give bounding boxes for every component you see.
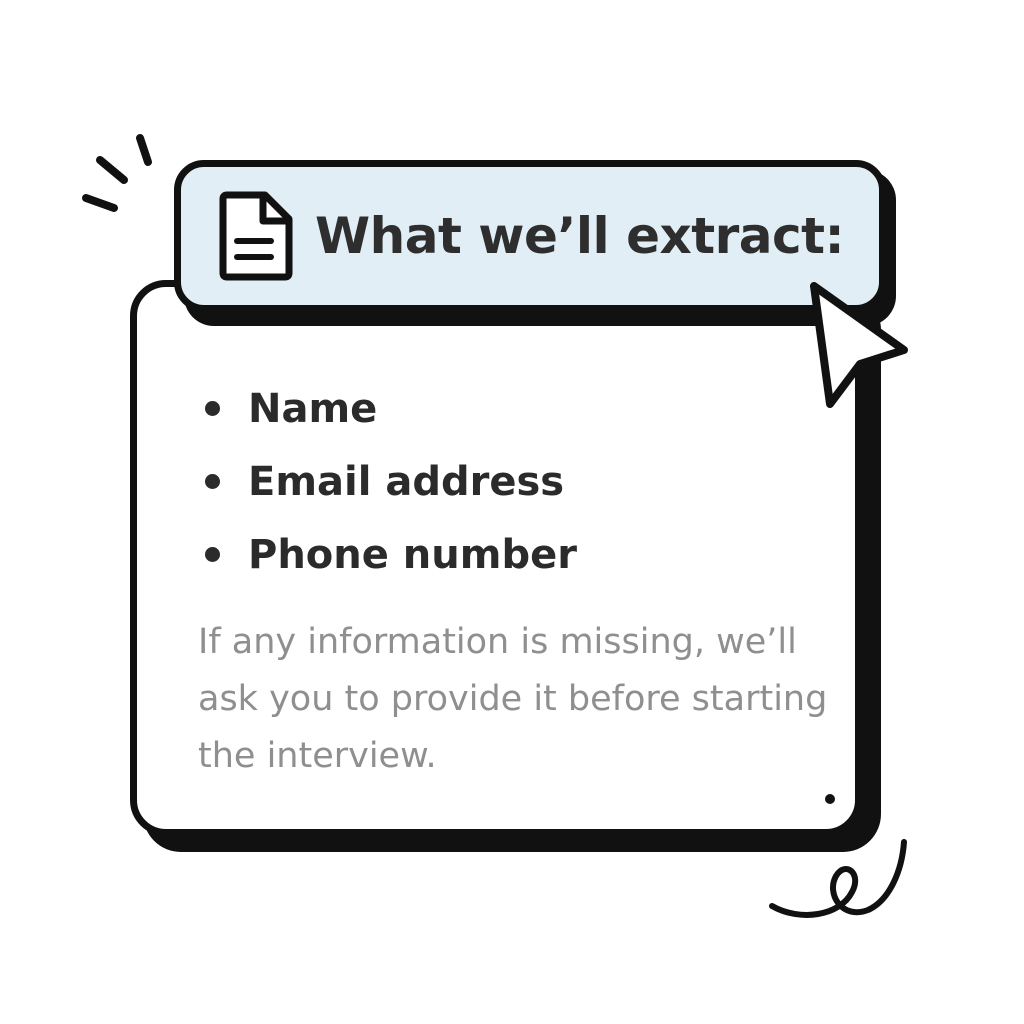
header-banner: What we’ll extract: <box>174 160 886 312</box>
list-item-label: Name <box>248 385 378 432</box>
swirl-icon <box>769 839 907 918</box>
bullet-icon <box>205 474 220 489</box>
bullet-icon <box>205 401 220 416</box>
list-item-label: Phone number <box>248 531 577 578</box>
pointer-cursor-icon <box>810 282 908 408</box>
decorative-dot <box>825 794 835 804</box>
list-item: Email address <box>200 445 577 518</box>
bullet-icon <box>205 547 220 562</box>
list-item: Phone number <box>200 518 577 591</box>
sparkle-lines-icon <box>82 134 152 212</box>
list-item-label: Email address <box>248 458 565 505</box>
header-title: What we’ll extract: <box>315 207 845 265</box>
document-icon <box>219 191 293 281</box>
extraction-card <box>130 280 862 836</box>
missing-info-note: If any information is missing, we’ll ask… <box>198 622 828 776</box>
list-item: Name <box>200 372 577 445</box>
extracted-fields-list: Name Email address Phone number <box>200 372 577 591</box>
